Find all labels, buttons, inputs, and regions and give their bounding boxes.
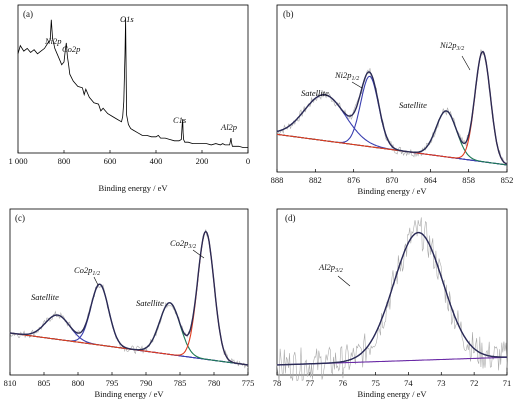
panel-a-xlabel: Binding energy / eV xyxy=(98,183,168,193)
x-tick-label: 780 xyxy=(208,378,221,388)
x-tick-label: 73 xyxy=(437,378,446,388)
x-tick-label: 600 xyxy=(104,156,117,166)
x-tick-label: 882 xyxy=(309,175,322,185)
x-tick-label: 852 xyxy=(501,175,514,185)
x-tick-label: 870 xyxy=(386,175,399,185)
panel-c-satellite-1-label: Satellite xyxy=(31,292,59,302)
x-tick-label: 78 xyxy=(273,378,282,388)
panel-a-survey-line xyxy=(17,18,248,148)
x-tick-label: 864 xyxy=(424,175,438,185)
panel-b-label: (b) xyxy=(283,9,294,19)
al2p32-arrow xyxy=(337,275,351,287)
al2p32-label: Al2p3/2 xyxy=(318,262,343,274)
fit-satellite-1 xyxy=(276,94,508,166)
x-tick-label: 72 xyxy=(470,378,479,388)
panel-b-satellite-1-label: Satellite xyxy=(301,88,329,98)
ni2p32-label: Ni2p3/2 xyxy=(439,40,464,52)
panel-b-ticks: 888 882 876 870 864 858 852 xyxy=(271,169,514,185)
x-tick-label: 71 xyxy=(503,378,512,388)
panel-d-curves xyxy=(276,217,508,382)
x-tick-label: 790 xyxy=(140,378,153,388)
panel-b-xlabel: Binding energy / eV xyxy=(357,186,427,196)
panel-d-ticks: 78 77 76 75 74 73 72 71 xyxy=(273,372,512,388)
c1s-annotation: C1s xyxy=(173,115,187,125)
fit-al2p3-2 xyxy=(277,232,507,366)
fit-envelope xyxy=(277,231,507,366)
panel-c-frame xyxy=(9,208,249,376)
fit-envelope xyxy=(276,50,508,165)
x-tick-label: 876 xyxy=(347,175,360,185)
x-tick-label: 75 xyxy=(371,378,380,388)
x-tick-label: 0 xyxy=(246,156,250,166)
x-tick-label: 200 xyxy=(196,156,209,166)
panel-c: (c) 810 805 800 795 790 785 780 775 Satellite C… xyxy=(4,208,255,399)
panel-d-xlabel: Binding energy / eV xyxy=(357,389,427,399)
panel-a: (a) 1 000 800 600 400 200 0 Ni2p Co2p O1s C1s… xyxy=(8,4,250,193)
fit-envelope xyxy=(9,230,249,366)
x-tick-label: 858 xyxy=(462,175,475,185)
fit-ni2p3-2 xyxy=(276,50,508,165)
panel-c-satellite-2-label: Satellite xyxy=(136,298,164,308)
panel-a-label: (a) xyxy=(23,9,33,19)
co2p-annotation: Co2p xyxy=(62,44,80,54)
panel-d: (d) 78 77 76 75 74 73 72 71 Al2p3/2 Binding ene… xyxy=(273,208,512,399)
panel-d-frame xyxy=(276,208,508,376)
x-tick-label: 775 xyxy=(242,378,255,388)
panel-b: (b) 888 882 876 870 864 858 852 Satellite Ni2p… xyxy=(271,4,514,196)
ni2p12-label: Ni2p1/2 xyxy=(334,70,359,82)
co2p32-arrow xyxy=(192,249,205,259)
ni2p32-arrow xyxy=(461,55,471,71)
x-tick-label: 1 000 xyxy=(8,156,27,166)
ni2p12-arrow xyxy=(351,81,363,89)
x-tick-label: 785 xyxy=(174,378,187,388)
panel-b-satellite-2-label: Satellite xyxy=(399,100,427,110)
x-tick-label: 795 xyxy=(106,378,119,388)
ni2p-annotation: Ni2p xyxy=(44,36,62,46)
co2p32-label: Co2p3/2 xyxy=(170,238,196,250)
x-tick-label: 76 xyxy=(338,378,347,388)
panel-c-curves xyxy=(9,229,249,369)
panel-a-frame xyxy=(17,4,249,154)
panel-a-ticks: 1 000 800 600 400 200 0 xyxy=(8,150,250,166)
raw-spectrum xyxy=(276,49,508,166)
x-tick-label: 888 xyxy=(271,175,284,185)
x-tick-label: 805 xyxy=(38,378,51,388)
x-tick-label: 77 xyxy=(306,378,315,388)
x-tick-label: 800 xyxy=(72,378,85,388)
x-tick-label: 400 xyxy=(150,156,163,166)
panel-c-label: (c) xyxy=(15,213,25,223)
panel-c-ticks: 810 805 800 795 790 785 780 775 xyxy=(4,372,255,388)
al2p-annotation: Al2p xyxy=(220,122,237,132)
x-tick-label: 800 xyxy=(58,156,71,166)
x-tick-label: 810 xyxy=(4,378,17,388)
co2p12-label: Co2p1/2 xyxy=(74,265,100,277)
raw-spectrum xyxy=(276,217,508,382)
co2p12-arrow xyxy=(93,276,99,286)
x-tick-label: 74 xyxy=(404,378,413,388)
fit-satellite-2 xyxy=(9,302,249,366)
panel-b-curves xyxy=(276,49,508,166)
o1s-annotation: O1s xyxy=(120,14,134,24)
panel-c-xlabel: Binding energy / eV xyxy=(94,389,164,399)
panel-d-label: (d) xyxy=(285,213,296,223)
